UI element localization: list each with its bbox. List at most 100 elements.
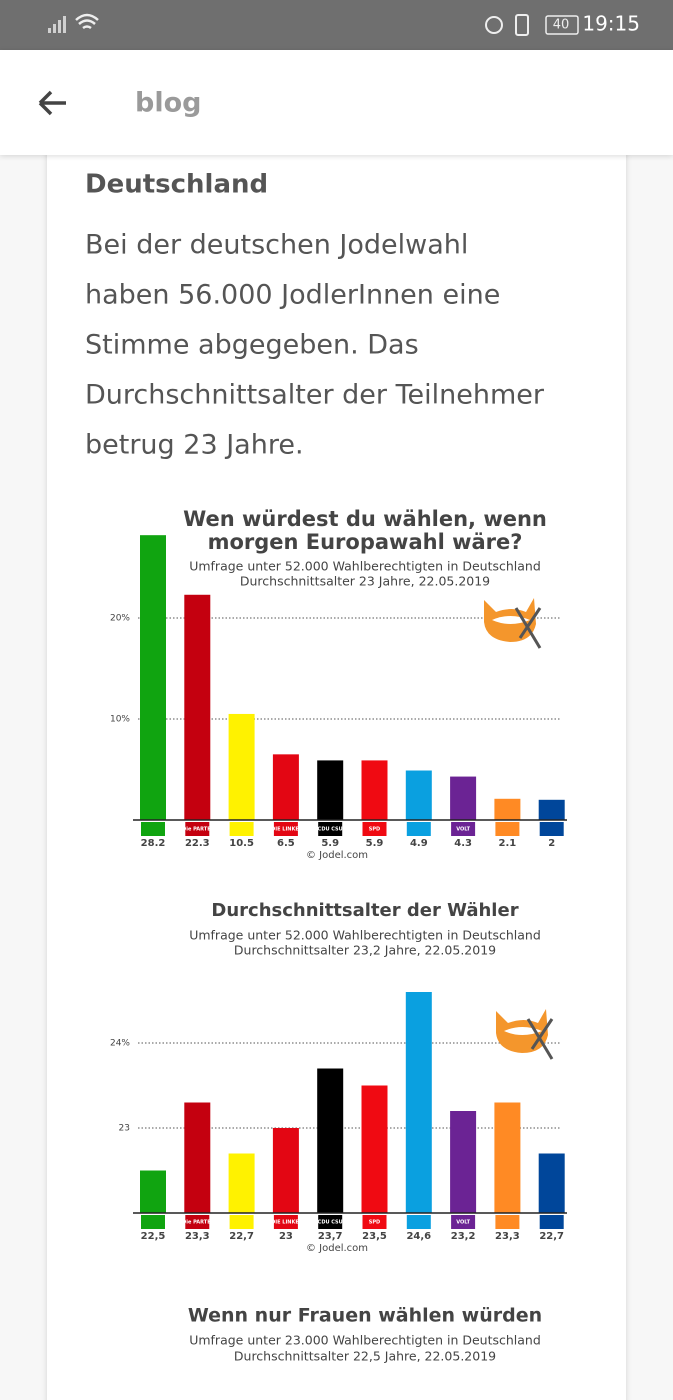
- bar: [538, 1153, 565, 1213]
- bar: [494, 798, 521, 820]
- bar: [317, 760, 344, 820]
- value-label: 22,7: [229, 1231, 254, 1242]
- bar: [228, 1153, 255, 1213]
- value-label: 23,7: [318, 1231, 343, 1242]
- source: © Jodel.com: [306, 850, 368, 861]
- chart-subtitle: Durchschnittsalter 23 Jahre, 22.05.2019: [240, 574, 490, 589]
- party-logo: [273, 822, 298, 836]
- jodel-logo-pen: [530, 1018, 554, 1050]
- bar: [140, 1170, 166, 1213]
- party-logo: [185, 1215, 210, 1229]
- value-label: 24,6: [406, 1231, 431, 1242]
- party-name: SPD: [369, 1220, 380, 1226]
- bar: [184, 1102, 211, 1213]
- y-tick-label: 20%: [110, 614, 130, 624]
- battery-level: 40: [553, 18, 570, 33]
- party-logo: [229, 822, 254, 836]
- party-logo: [539, 1215, 564, 1229]
- app-bar: [0, 50, 673, 155]
- clock: 19:15: [582, 12, 640, 36]
- chart-subtitle: Durchschnittsalter 23,2 Jahre, 22.05.201…: [234, 943, 496, 958]
- chart-title: morgen Europawahl wäre?: [208, 530, 523, 554]
- party-name: DIE LINKE.: [271, 827, 301, 833]
- party-name: Die PARTEI: [182, 1220, 213, 1226]
- battery-icon: [545, 15, 579, 35]
- value-label: 28.2: [141, 838, 166, 849]
- y-tick-label: 24%: [110, 1039, 130, 1049]
- value-label: 5.9: [321, 838, 339, 849]
- party-name: CDU CSU: [318, 827, 343, 833]
- bar: [450, 1111, 477, 1213]
- party-logo: [141, 1215, 165, 1229]
- value-label: 22,5: [141, 1231, 166, 1242]
- article-heading: Deutschland: [85, 170, 268, 200]
- signal-icon: [48, 16, 66, 33]
- party-logo: [539, 822, 564, 836]
- bar: [450, 776, 477, 820]
- bar: [272, 754, 299, 820]
- bar: [405, 992, 432, 1213]
- party-name: DIE LINKE.: [271, 1220, 301, 1226]
- party-name: SPD: [369, 827, 380, 833]
- party-name: VOLT: [456, 1220, 470, 1226]
- party-logo: [451, 822, 476, 836]
- party-logo: [229, 1215, 254, 1229]
- article-text: haben 56.000 JodlerInnen eine: [85, 280, 500, 311]
- chart-title: Wenn nur Frauen wählen würden: [188, 1305, 542, 1327]
- party-name: Die PARTEI: [182, 827, 213, 833]
- party-logo: [406, 1215, 431, 1229]
- article-text: Stimme abgegeben. Das: [85, 330, 419, 361]
- chart-subtitle: Durchschnittsalter 22,5 Jahre, 22.05.201…: [234, 1349, 496, 1364]
- party-name: CDU CSU: [318, 1220, 343, 1226]
- value-label: 10.5: [229, 838, 254, 849]
- bar: [228, 713, 255, 820]
- alarm-icon: [485, 16, 503, 34]
- value-label: 2.1: [499, 838, 517, 849]
- party-logo: [362, 1215, 387, 1229]
- value-label: 4.3: [454, 838, 472, 849]
- source: © Jodel.com: [306, 1243, 368, 1254]
- party-logo: [406, 822, 431, 836]
- y-tick-label: 10%: [110, 715, 130, 725]
- wifi-icon: [75, 13, 99, 30]
- value-label: 23,3: [495, 1231, 520, 1242]
- party-logo: [495, 822, 520, 836]
- party-logo: [318, 1215, 343, 1229]
- status-bar: [0, 0, 673, 50]
- chart-subtitle: Umfrage unter 52.000 Wahlberechtigten in…: [189, 559, 541, 574]
- value-label: 5.9: [366, 838, 384, 849]
- value-label: 22.3: [185, 838, 210, 849]
- value-label: 4.9: [410, 838, 428, 849]
- bar: [361, 760, 388, 820]
- article-text: Durchschnittsalter der Teilnehmer: [85, 380, 545, 411]
- bar: [272, 1128, 299, 1213]
- chart-title: Durchschnittsalter der Wähler: [211, 900, 518, 921]
- bar: [361, 1085, 388, 1213]
- party-logo: [185, 822, 210, 836]
- article-text: betrug 23 Jahre.: [85, 430, 304, 461]
- chart-subtitle: Umfrage unter 23.000 Wahlberechtigten in…: [189, 1333, 541, 1348]
- value-label: 6.5: [277, 838, 295, 849]
- value-label: 22,7: [539, 1231, 564, 1242]
- value-label: 23,5: [362, 1231, 387, 1242]
- jodel-logo-pen: [518, 607, 542, 639]
- bar: [140, 535, 166, 820]
- back-button[interactable]: [38, 90, 66, 116]
- value-label: 23,3: [185, 1231, 210, 1242]
- vibrate-icon: [515, 14, 529, 36]
- bar: [538, 799, 565, 820]
- party-logo: [451, 1215, 476, 1229]
- party-logo: [318, 822, 343, 836]
- chart-subtitle: Umfrage unter 52.000 Wahlberechtigten in…: [189, 928, 541, 943]
- app-title: blog: [135, 88, 201, 119]
- article-text: Bei der deutschen Jodelwahl: [85, 230, 468, 261]
- bar: [405, 770, 432, 820]
- value-label: 23,2: [451, 1231, 476, 1242]
- chart-title: Wen würdest du wählen, wenn: [183, 507, 547, 531]
- y-tick-label: 23: [119, 1124, 130, 1134]
- value-label: 23: [279, 1231, 293, 1242]
- party-logo: [362, 822, 387, 836]
- back-arrow[interactable]: [38, 90, 66, 116]
- bar: [184, 594, 211, 820]
- value-label: 2: [548, 838, 555, 849]
